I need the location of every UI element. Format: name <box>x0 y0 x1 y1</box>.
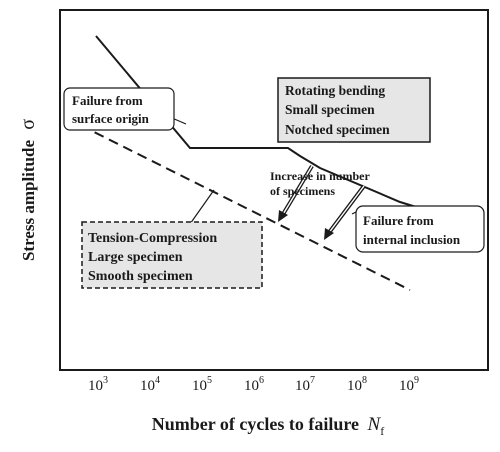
y-axis-label: Stress amplitude σ <box>17 119 39 261</box>
tension-leader-line <box>189 189 215 225</box>
scatter-band-arrow <box>278 164 314 222</box>
increase-specimens-note: Increase in number of specimens <box>270 169 370 198</box>
x-axis-label: Number of cycles to failure Nf <box>152 414 384 438</box>
increase-specimens-line: of specimens <box>270 184 335 198</box>
x-tick-label: 107 <box>295 375 315 394</box>
rotating-bending-curve <box>95 35 459 221</box>
tension-compression-line: Smooth specimen <box>88 269 193 284</box>
x-tick-label: 108 <box>347 375 367 394</box>
x-tick-label: 103 <box>88 375 108 394</box>
rotating-bending-line: Notched specimen <box>285 122 390 137</box>
svg-text:Stress amplitude σ: Stress amplitude σ <box>17 119 39 261</box>
internal-inclusion-line: Failure from <box>363 213 434 228</box>
internal-inclusion-note: Failure from internal inclusion <box>355 205 485 253</box>
x-tick-label: 109 <box>399 375 419 394</box>
rotating-bending-line: Rotating bending <box>285 83 385 98</box>
x-tick-label: 104 <box>140 375 160 394</box>
surface-origin-line: surface origin <box>72 111 150 126</box>
internal-inclusion-line: internal inclusion <box>363 232 461 247</box>
y-axis-symbol: σ <box>17 119 39 130</box>
scatter-band-arrow <box>324 184 366 240</box>
y-axis-label-text: Stress amplitude <box>19 140 38 262</box>
tension-compression-box: Tension-Compression Large specimen Smoot… <box>81 221 263 289</box>
tension-compression-curve <box>65 117 411 291</box>
increase-specimens-line: Increase in number <box>270 169 370 183</box>
surface-origin-line: Failure from <box>72 93 143 108</box>
rotating-bending-line: Small specimen <box>285 102 375 117</box>
surface-origin-note: Failure from surface origin <box>63 87 175 131</box>
x-tick-labels: 103 104 105 106 107 108 109 <box>88 375 419 394</box>
plot-frame <box>59 9 489 371</box>
rotating-bending-box: Rotating bending Small specimen Notched … <box>277 77 431 143</box>
tension-compression-line: Tension-Compression <box>88 231 217 246</box>
x-tick-label: 106 <box>244 375 264 394</box>
x-tick-label: 105 <box>192 375 212 394</box>
tension-compression-line: Large specimen <box>88 250 183 265</box>
